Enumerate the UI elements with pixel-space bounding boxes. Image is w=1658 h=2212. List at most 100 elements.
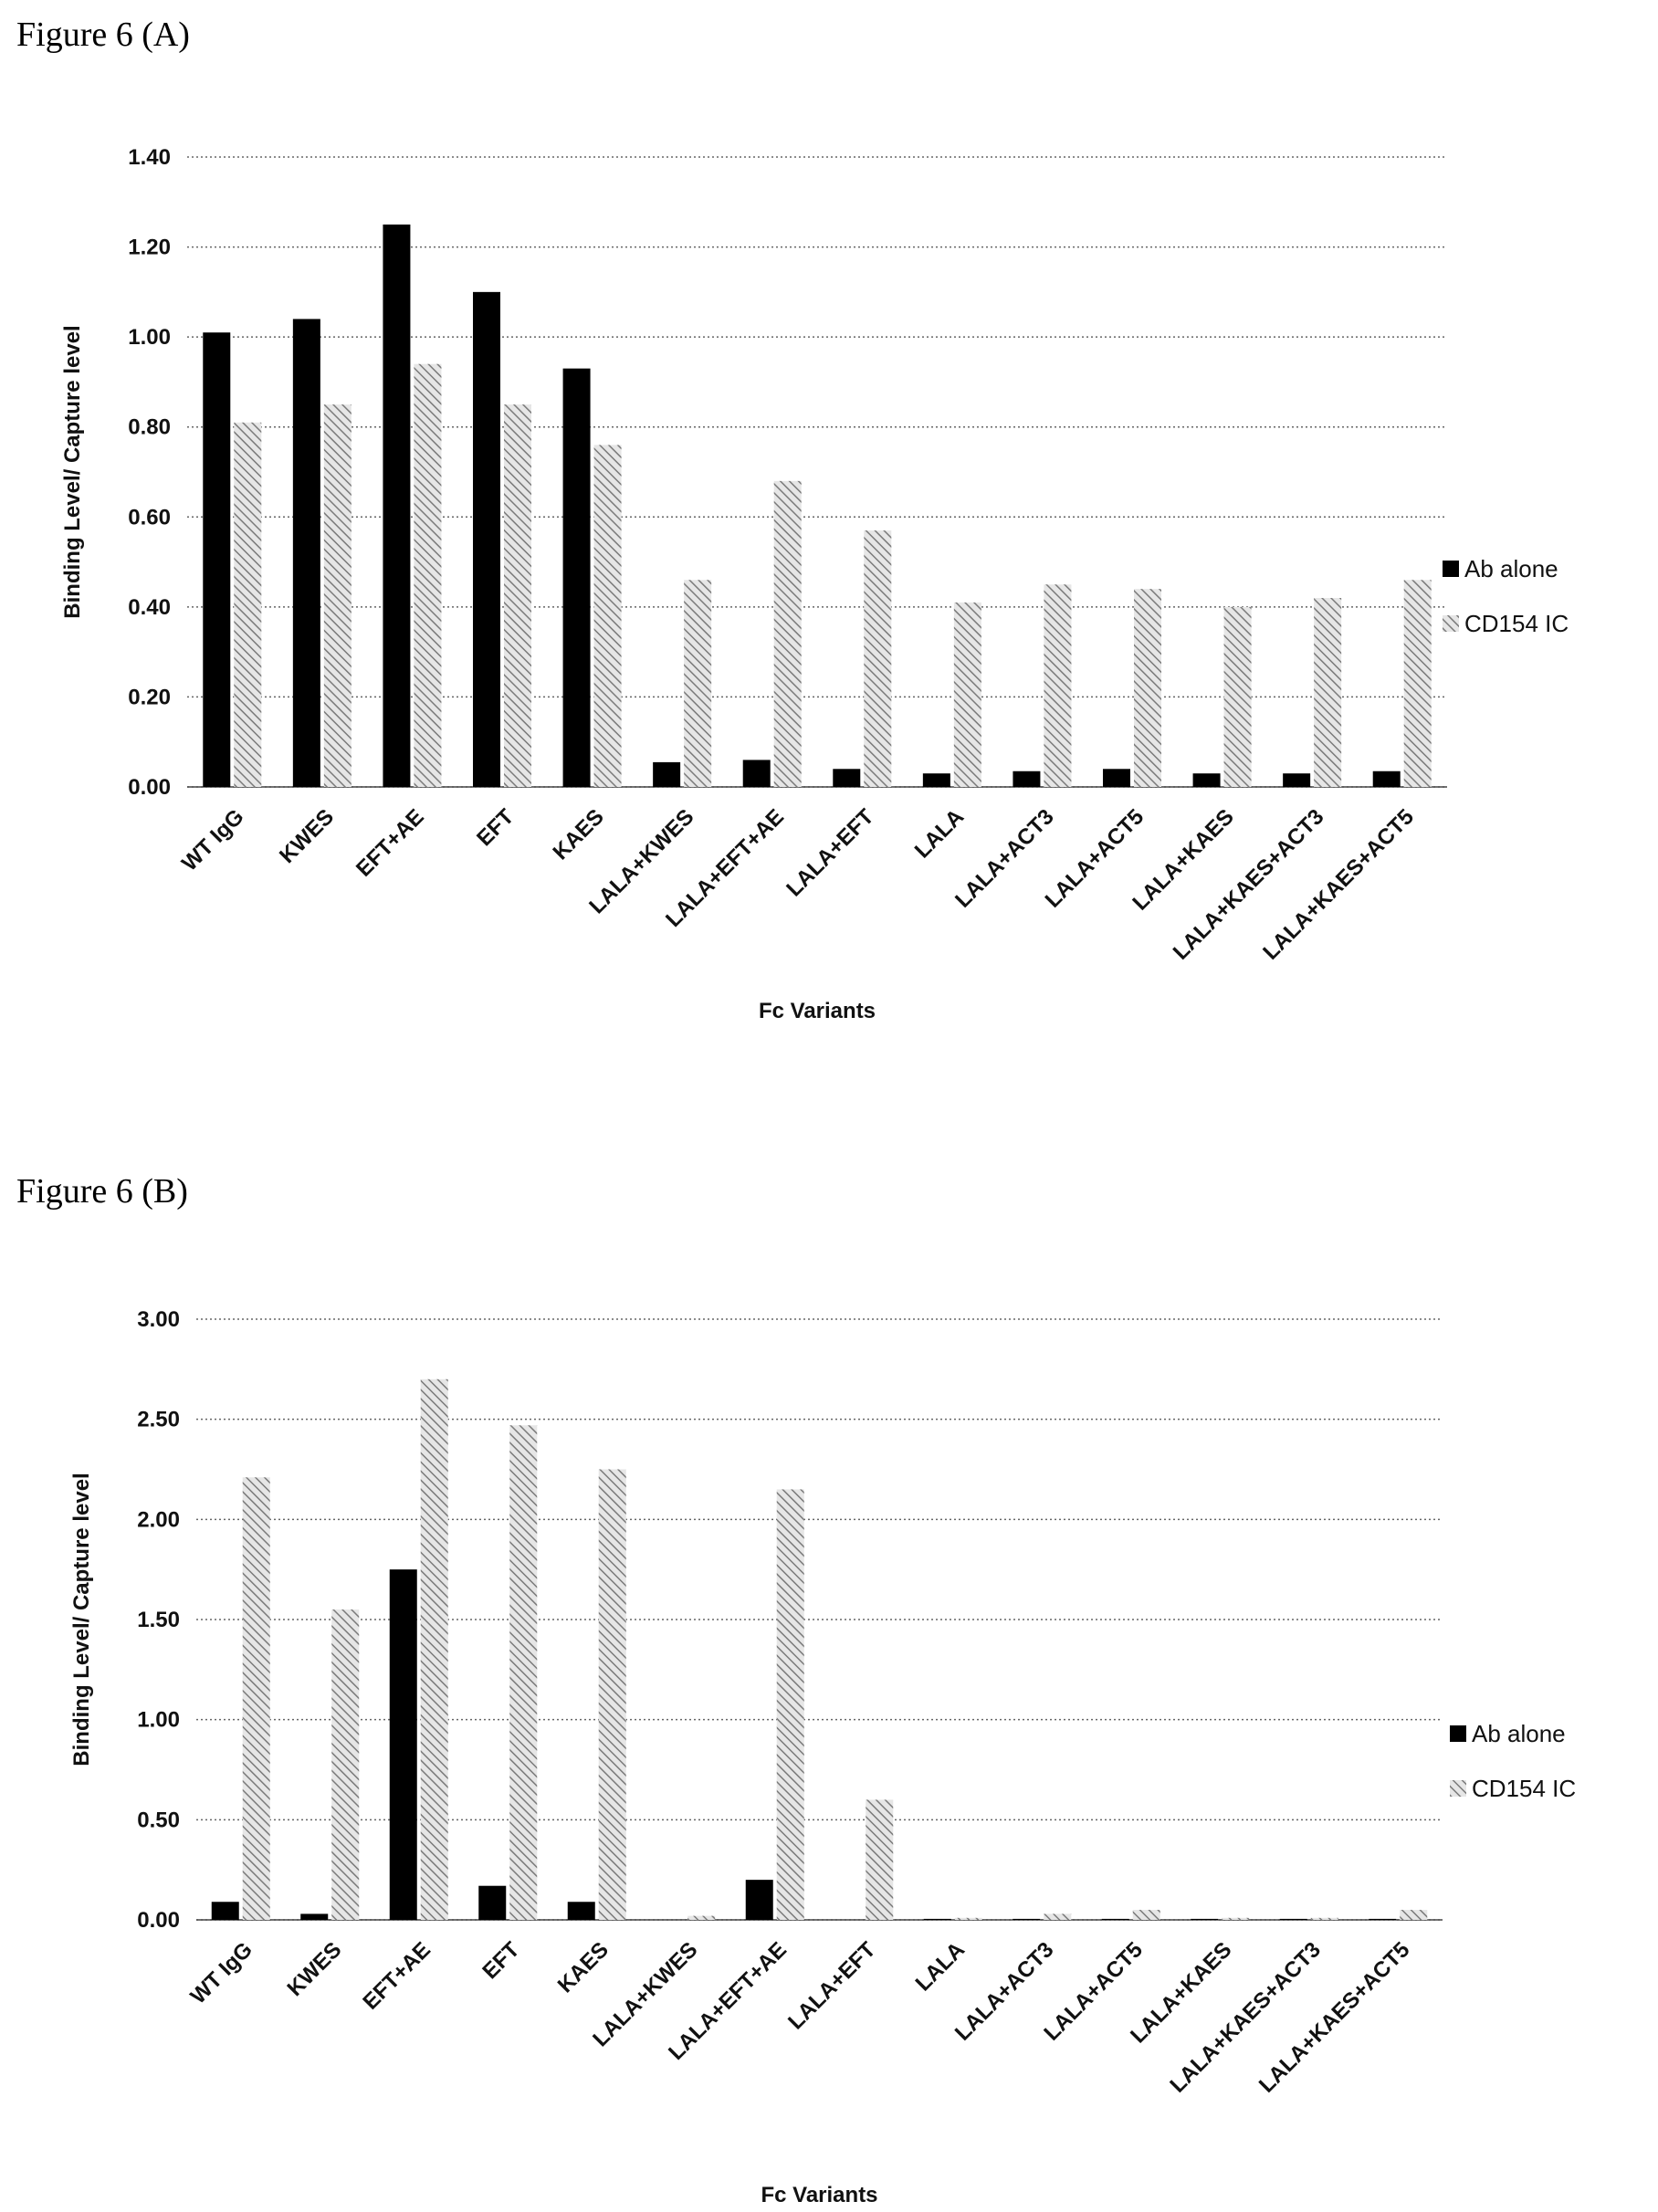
x-tick-label: KWES [275, 804, 339, 868]
bar-cd154-ic [323, 404, 352, 787]
bar-cd154-ic [954, 1917, 982, 1920]
y-tick-label: 3.00 [137, 1307, 180, 1332]
bar-cd154-ic [598, 1469, 626, 1920]
x-tick-label: LALA [910, 804, 969, 863]
bar-ab-alone [923, 1918, 951, 1920]
y-tick-label: 0.00 [128, 775, 171, 800]
legend-label-ab-alone: Ab alone [1464, 555, 1558, 582]
x-tick-label: WT IgG [177, 804, 248, 875]
bar-cd154-ic [776, 1489, 804, 1920]
x-tick-label: EFT [472, 804, 519, 851]
legend-swatch-cd154-ic [1443, 615, 1459, 632]
bar-cd154-ic [1134, 589, 1161, 787]
bar-cd154-ic [864, 530, 892, 787]
bar-cd154-ic [1314, 598, 1342, 787]
x-tick-label: LALA+KAES+ACT5 [1258, 804, 1419, 965]
y-tick-label: 0.50 [137, 1808, 180, 1832]
bar-ab-alone [745, 1880, 773, 1920]
y-tick-label: 1.00 [137, 1708, 180, 1733]
x-axis-title: Fc Variants [761, 2183, 877, 2207]
bar-cd154-ic [242, 1477, 270, 1920]
bar-cd154-ic [773, 480, 802, 787]
bar-cd154-ic [687, 1915, 716, 1920]
bar-ab-alone [1191, 1918, 1219, 1920]
y-tick-label: 2.50 [137, 1408, 180, 1432]
legend-swatch-cd154-ic [1450, 1780, 1466, 1797]
x-tick-label: LALA+EFT [783, 1937, 881, 2035]
x-tick-label: KAES [549, 804, 609, 865]
y-axis-title: Binding Level/ Capture level [60, 325, 85, 618]
legend-label-cd154-ic: CD154 IC [1472, 1775, 1576, 1802]
legend-label-cd154-ic: CD154 IC [1464, 610, 1569, 637]
x-tick-label: LALA+KAES+ACT3 [1165, 1937, 1326, 2098]
x-tick-label: WT IgG [186, 1937, 257, 2008]
y-tick-label: 1.00 [128, 325, 171, 350]
x-tick-label: LALA [911, 1937, 970, 1996]
bar-ab-alone [562, 368, 591, 787]
bar-ab-alone [300, 1913, 329, 1920]
x-tick-label: EFT+AE [358, 1937, 435, 2015]
y-axis-title: Binding Level/ Capture level [69, 1473, 94, 1766]
y-tick-label: 0.40 [128, 595, 171, 620]
bar-ab-alone [922, 773, 950, 787]
x-tick-label: EFT+AE [352, 804, 429, 882]
bar-ab-alone [1369, 1918, 1397, 1920]
bar-cd154-ic [866, 1799, 894, 1920]
bar-ab-alone [1101, 1918, 1129, 1920]
bar-ab-alone [1279, 1918, 1307, 1920]
bar-ab-alone [1013, 771, 1041, 787]
x-tick-label: LALA+EFT [782, 804, 879, 902]
bar-cd154-ic [414, 363, 442, 787]
bar-ab-alone [567, 1902, 595, 1920]
x-tick-label: KWES [282, 1937, 346, 2001]
x-tick-label: KAES [553, 1937, 614, 1997]
bar-cd154-ic [509, 1425, 538, 1920]
y-tick-label: 1.50 [137, 1608, 180, 1632]
bar-ab-alone [203, 332, 231, 787]
bar-cd154-ic [953, 602, 981, 787]
x-tick-label: LALA+KAES+ACT3 [1169, 804, 1329, 965]
bar-cd154-ic [1044, 584, 1072, 787]
bar-ab-alone [1192, 773, 1221, 787]
bar-cd154-ic [1222, 1917, 1250, 1920]
bar-ab-alone [653, 761, 681, 787]
chart-a: 0.00 0.20 0.40 0.60 0.80 1.00 1.20 1.40 WT IgG KW… [60, 145, 1569, 1023]
bar-cd154-ic [1310, 1917, 1338, 1920]
bar-ab-alone [1372, 771, 1401, 787]
y-tick-label: 0.20 [128, 685, 171, 709]
bar-ab-alone [1103, 769, 1130, 787]
bar-ab-alone [383, 224, 411, 787]
figure-a-title: Figure 6 (A) [16, 16, 190, 54]
bar-cd154-ic [1044, 1913, 1072, 1920]
y-tick-label: 0.80 [128, 415, 171, 440]
bar-ab-alone [292, 319, 320, 787]
bar-cd154-ic [1132, 1910, 1160, 1920]
bar-cd154-ic [1400, 1910, 1428, 1920]
bar-ab-alone [478, 1885, 507, 1920]
bar-cd154-ic [331, 1609, 360, 1920]
figure-b-title: Figure 6 (B) [16, 1172, 188, 1211]
bar-ab-alone [473, 291, 500, 787]
bar-cd154-ic [1403, 580, 1432, 787]
y-tick-label: 1.20 [128, 236, 171, 260]
bar-cd154-ic [1223, 606, 1252, 787]
y-tick-label: 2.00 [137, 1507, 180, 1532]
y-tick-label: 0.60 [128, 505, 171, 529]
y-tick-label: 1.40 [128, 145, 171, 170]
bar-cd154-ic [504, 404, 531, 787]
bar-ab-alone [1283, 773, 1311, 787]
bar-ab-alone [211, 1902, 239, 1920]
bar-ab-alone [389, 1569, 417, 1920]
x-axis-title: Fc Variants [759, 999, 876, 1023]
bar-ab-alone [833, 769, 861, 787]
legend-swatch-ab-alone [1443, 561, 1459, 577]
x-tick-label: LALA+KAES+ACT5 [1254, 1937, 1415, 2098]
bar-cd154-ic [684, 580, 712, 787]
x-tick-label: EFT [477, 1937, 524, 1984]
bar-ab-alone [1013, 1918, 1041, 1920]
legend-swatch-ab-alone [1450, 1725, 1466, 1742]
legend-label-ab-alone: Ab alone [1472, 1720, 1566, 1747]
bar-cd154-ic [593, 445, 622, 787]
bar-cd154-ic [420, 1379, 448, 1920]
